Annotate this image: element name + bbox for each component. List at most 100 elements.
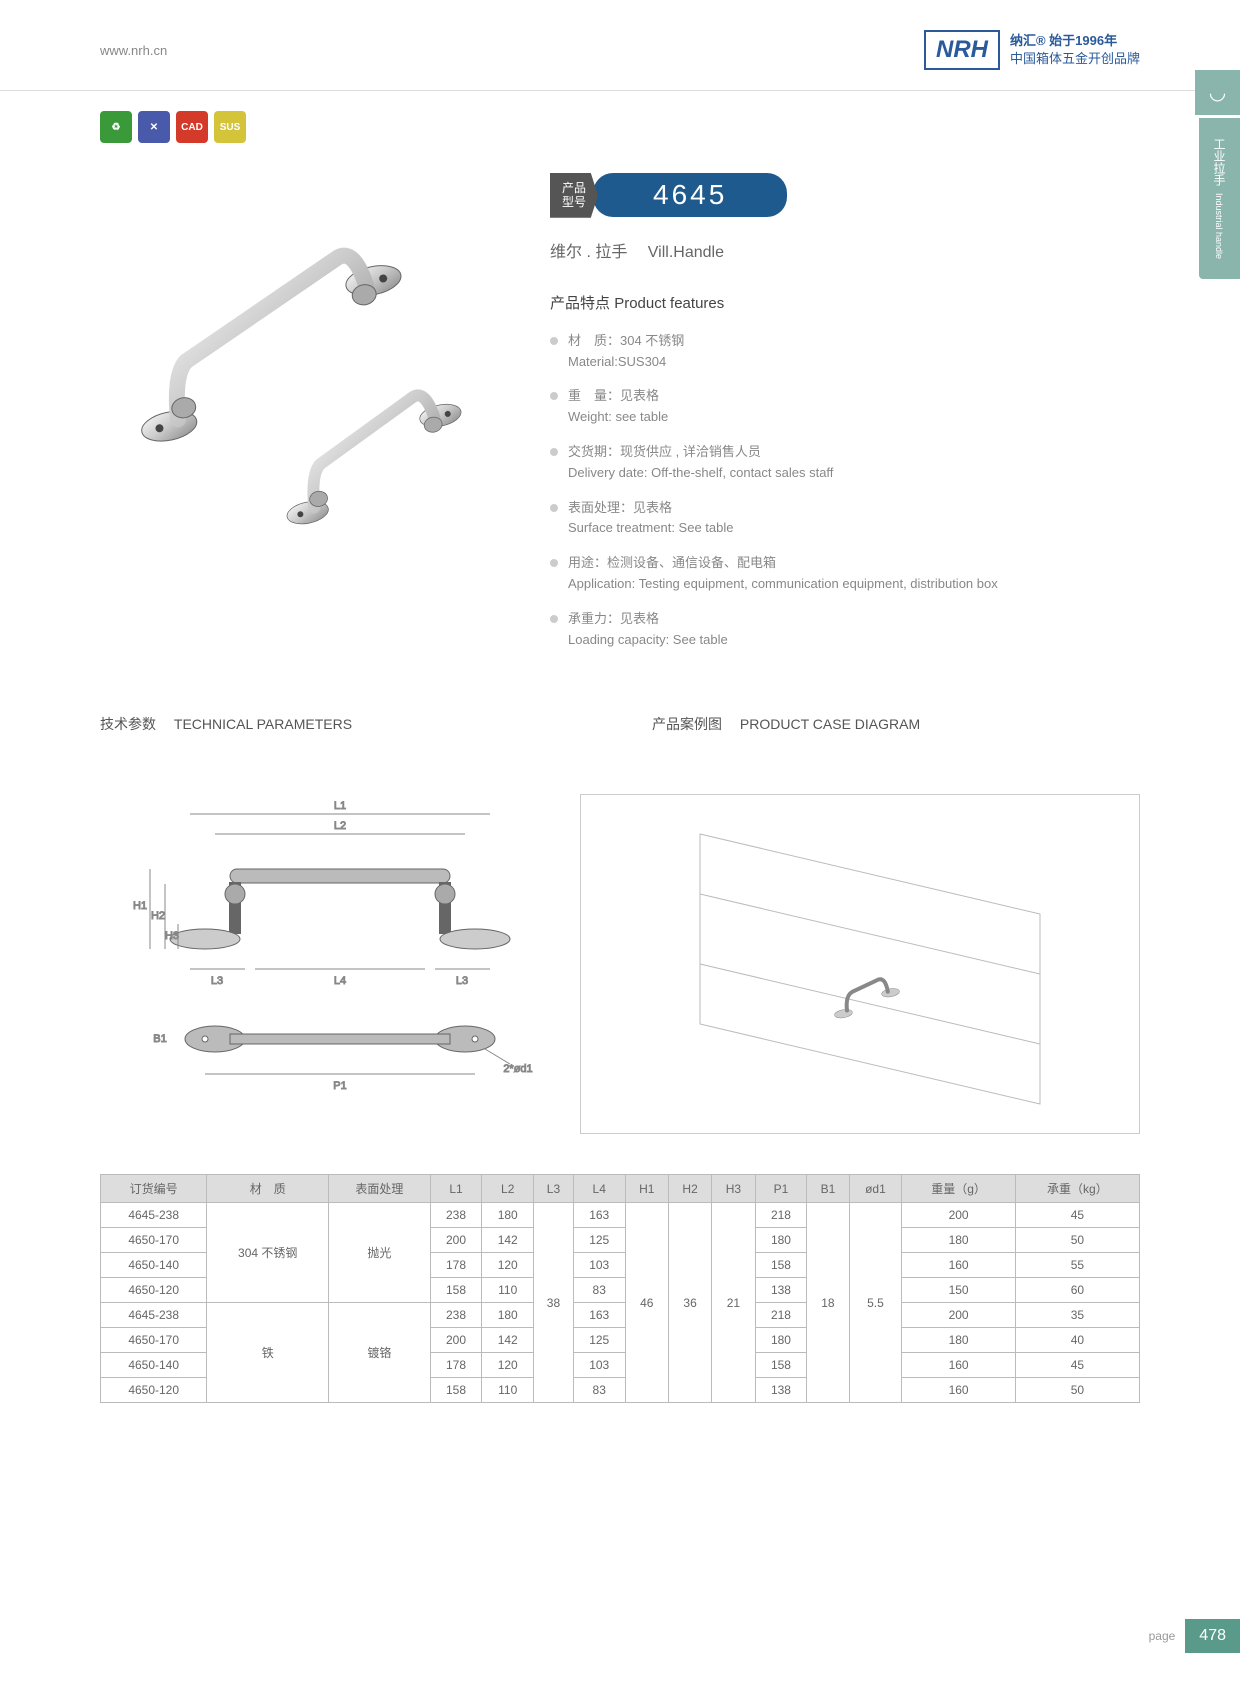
model-label-l2: 型号 <box>562 195 586 209</box>
table-header-cell: 表面处理 <box>329 1175 431 1203</box>
dim-H1: H1 <box>133 900 147 912</box>
case-title-en: PRODUCT CASE DIAGRAM <box>740 716 920 732</box>
cert-badge: ♻ <box>100 111 132 143</box>
table-cell: 304 不锈钢 <box>207 1203 329 1303</box>
product-case-diagram <box>580 794 1140 1134</box>
features-title-en: Product features <box>614 295 724 312</box>
table-cell: 83 <box>573 1278 625 1303</box>
table-cell: 4650-170 <box>101 1328 207 1353</box>
feature-cn: 表面处理：见表格 <box>568 498 733 519</box>
feature-en: Weight: see table <box>568 407 668 428</box>
table-cell: 163 <box>573 1303 625 1328</box>
table-cell: 158 <box>430 1378 482 1403</box>
table-cell: 160 <box>902 1253 1015 1278</box>
table-cell: 160 <box>902 1353 1015 1378</box>
site-url: www.nrh.cn <box>100 43 167 58</box>
page-label: page <box>1149 1629 1176 1643</box>
tech-title-cn: 技术参数 <box>100 716 156 732</box>
feature-cn: 承重力：见表格 <box>568 609 728 630</box>
table-cell: 5.5 <box>849 1203 902 1403</box>
bullet-icon <box>550 615 558 623</box>
subtitle-cn: 维尔 . 拉手 <box>550 244 627 261</box>
bullet-icon <box>550 559 558 567</box>
side-category-tab: 工业拉手 Industrial handle <box>1199 118 1240 279</box>
table-row: 4645-238铁镀铬23818016321820035 <box>101 1303 1140 1328</box>
feature-en: Application: Testing equipment, communic… <box>568 574 998 595</box>
table-cell: 50 <box>1015 1378 1139 1403</box>
table-cell: 45 <box>1015 1203 1139 1228</box>
model-row: 产品 型号 4645 <box>550 173 1160 218</box>
feature-en: Material:SUS304 <box>568 352 684 373</box>
dim-L2: L2 <box>334 820 346 832</box>
table-cell: 18 <box>807 1203 849 1403</box>
feature-item: 用途：检测设备、通信设备、配电箱Application: Testing equ… <box>550 553 1160 595</box>
model-label: 产品 型号 <box>550 173 598 218</box>
table-cell: 138 <box>755 1278 807 1303</box>
cert-badge: SUS <box>214 111 246 143</box>
tagline-bottom: 中国箱体五金开创品牌 <box>1010 50 1140 68</box>
product-photo <box>80 173 500 553</box>
dim-L3a: L3 <box>211 975 223 987</box>
feature-cn: 材 质：304 不锈钢 <box>568 331 684 352</box>
table-cell: 120 <box>482 1353 534 1378</box>
dim-L1: L1 <box>334 800 346 812</box>
feature-item: 表面处理：见表格Surface treatment: See table <box>550 498 1160 540</box>
main-content: 产品 型号 4645 维尔 . 拉手 Vill.Handle 产品特点 Prod… <box>0 143 1240 694</box>
feature-cn: 重 量：见表格 <box>568 386 668 407</box>
sidetab-cn: 工业拉手 <box>1212 138 1226 186</box>
table-cell: 21 <box>712 1203 755 1403</box>
feature-en: Surface treatment: See table <box>568 518 733 539</box>
table-header-cell: ød1 <box>849 1175 902 1203</box>
table-header-cell: L2 <box>482 1175 534 1203</box>
page-footer: page 478 <box>1149 1619 1240 1653</box>
table-header-cell: 承重（kg） <box>1015 1175 1139 1203</box>
case-title-cn: 产品案例图 <box>652 716 722 732</box>
table-cell: 45 <box>1015 1353 1139 1378</box>
brand-logo: NRH <box>924 30 1000 70</box>
table-cell: 142 <box>482 1328 534 1353</box>
table-header-cell: 重量（g） <box>902 1175 1015 1203</box>
table-cell: 180 <box>482 1303 534 1328</box>
table-cell: 180 <box>902 1228 1015 1253</box>
product-subtitle: 维尔 . 拉手 Vill.Handle <box>550 238 1160 262</box>
table-cell: 60 <box>1015 1278 1139 1303</box>
tech-params-title: 技术参数 TECHNICAL PARAMETERS <box>100 714 352 734</box>
features-list: 材 质：304 不锈钢Material:SUS304 重 量：见表格Weight:… <box>550 331 1160 651</box>
feature-en: Loading capacity: See table <box>568 630 728 651</box>
case-diagram-title: 产品案例图 PRODUCT CASE DIAGRAM <box>652 714 920 734</box>
spec-table: 订货编号材 质表面处理L1L2L3L4H1H2H3P1B1ød1重量（g）承重（… <box>100 1174 1140 1403</box>
features-title-cn: 产品特点 <box>550 295 610 312</box>
table-header-cell: P1 <box>755 1175 807 1203</box>
side-category-icon: ◡ <box>1195 70 1240 115</box>
diagrams-row: L1 L2 H1 H2 H3 L3 L4 L3 <box>100 794 1140 1134</box>
table-cell: 180 <box>755 1228 807 1253</box>
feature-item: 重 量：见表格Weight: see table <box>550 386 1160 428</box>
dim-B1: B1 <box>153 1033 166 1045</box>
table-cell: 158 <box>755 1353 807 1378</box>
table-cell: 138 <box>755 1378 807 1403</box>
table-cell: 103 <box>573 1253 625 1278</box>
dim-H2: H2 <box>151 910 165 922</box>
table-cell: 120 <box>482 1253 534 1278</box>
feature-en: Delivery date: Off-the-shelf, contact sa… <box>568 463 833 484</box>
logo-area: NRH 纳汇® 始于1996年 中国箱体五金开创品牌 <box>924 30 1140 70</box>
table-header-cell: B1 <box>807 1175 849 1203</box>
model-label-l1: 产品 <box>562 181 586 195</box>
table-cell: 142 <box>482 1228 534 1253</box>
dim-P1: P1 <box>333 1080 346 1092</box>
feature-item: 材 质：304 不锈钢Material:SUS304 <box>550 331 1160 373</box>
table-header-cell: L4 <box>573 1175 625 1203</box>
product-info-col: 产品 型号 4645 维尔 . 拉手 Vill.Handle 产品特点 Prod… <box>550 173 1160 664</box>
page-header: www.nrh.cn NRH 纳汇® 始于1996年 中国箱体五金开创品牌 <box>0 0 1240 91</box>
table-cell: 200 <box>430 1228 482 1253</box>
table-cell: 218 <box>755 1303 807 1328</box>
cert-badge: ✕ <box>138 111 170 143</box>
table-cell: 4645-238 <box>101 1303 207 1328</box>
bullet-icon <box>550 448 558 456</box>
dim-L4: L4 <box>334 975 346 987</box>
table-cell: 178 <box>430 1353 482 1378</box>
table-cell: 200 <box>430 1328 482 1353</box>
feature-cn: 用途：检测设备、通信设备、配电箱 <box>568 553 998 574</box>
table-cell: 38 <box>534 1203 574 1403</box>
features-heading: 产品特点 Product features <box>550 292 1160 313</box>
